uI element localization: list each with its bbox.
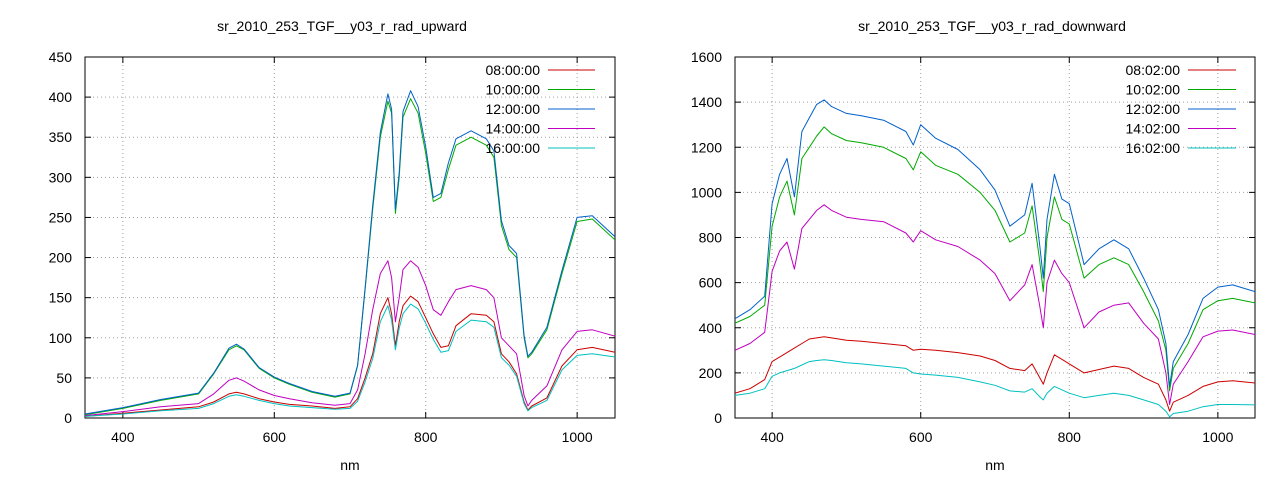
chart-title: sr_2010_253_TGF__y03_r_rad_upward — [217, 18, 467, 34]
y-tick-label: 1000 — [691, 184, 722, 200]
legend-label: 14:00:00 — [486, 121, 541, 137]
y-tick-label: 250 — [49, 209, 73, 225]
legend-label: 16:00:00 — [486, 140, 541, 156]
legend-label: 12:02:00 — [1126, 101, 1181, 117]
y-tick-label: 200 — [699, 365, 723, 381]
series-line — [735, 359, 1255, 418]
chart-title: sr_2010_253_TGF__y03_r_rad_downward — [858, 18, 1126, 34]
x-tick-label: 800 — [1058, 429, 1082, 445]
legend-label: 16:02:00 — [1126, 140, 1181, 156]
x-tick-label: 1000 — [562, 429, 593, 445]
y-tick-label: 450 — [49, 49, 73, 65]
series-line — [85, 90, 615, 415]
x-axis-label: nm — [340, 457, 359, 473]
legend-label: 12:00:00 — [486, 101, 541, 117]
x-tick-label: 400 — [111, 429, 135, 445]
y-tick-label: 400 — [699, 320, 723, 336]
series-line — [735, 126, 1255, 392]
legend-label: 08:00:00 — [486, 62, 541, 78]
series-line — [735, 204, 1255, 405]
x-tick-label: 800 — [414, 429, 438, 445]
chart-panel-downward: sr_2010_253_TGF__y03_r_rad_downward 400 60… — [691, 18, 1256, 473]
x-axis-label: nm — [985, 457, 1004, 473]
y-tick-label: 1400 — [691, 94, 722, 110]
y-tick-label: 100 — [49, 330, 73, 346]
series-line — [735, 99, 1255, 387]
x-tick-label: 600 — [909, 429, 933, 445]
x-tick-label: 400 — [760, 429, 784, 445]
series-line — [85, 303, 615, 417]
y-tick-label: 50 — [56, 370, 72, 386]
y-tick-label: 350 — [49, 129, 73, 145]
legend-label: 14:02:00 — [1126, 121, 1181, 137]
series-line — [735, 336, 1255, 412]
y-tick-label: 1200 — [691, 139, 722, 155]
y-tick-label: 0 — [64, 410, 72, 426]
x-tick-label: 600 — [263, 429, 287, 445]
chart-panel-upward: sr_2010_253_TGF__y03_r_rad_upward 400 600 8… — [49, 18, 616, 473]
x-tick-label: 1000 — [1202, 429, 1233, 445]
legend-label: 10:02:00 — [1126, 82, 1181, 98]
legend-label: 08:02:00 — [1126, 62, 1181, 78]
y-tick-label: 800 — [699, 230, 723, 246]
series-line — [85, 260, 615, 417]
plot-frame — [84, 56, 616, 419]
y-tick-label: 200 — [49, 250, 73, 266]
y-tick-label: 300 — [49, 169, 73, 185]
y-tick-label: 1600 — [691, 49, 722, 65]
y-tick-label: 400 — [49, 89, 73, 105]
y-tick-label: 150 — [49, 290, 73, 306]
y-tick-label: 0 — [714, 410, 722, 426]
y-tick-label: 600 — [699, 275, 723, 291]
legend-label: 10:00:00 — [486, 82, 541, 98]
